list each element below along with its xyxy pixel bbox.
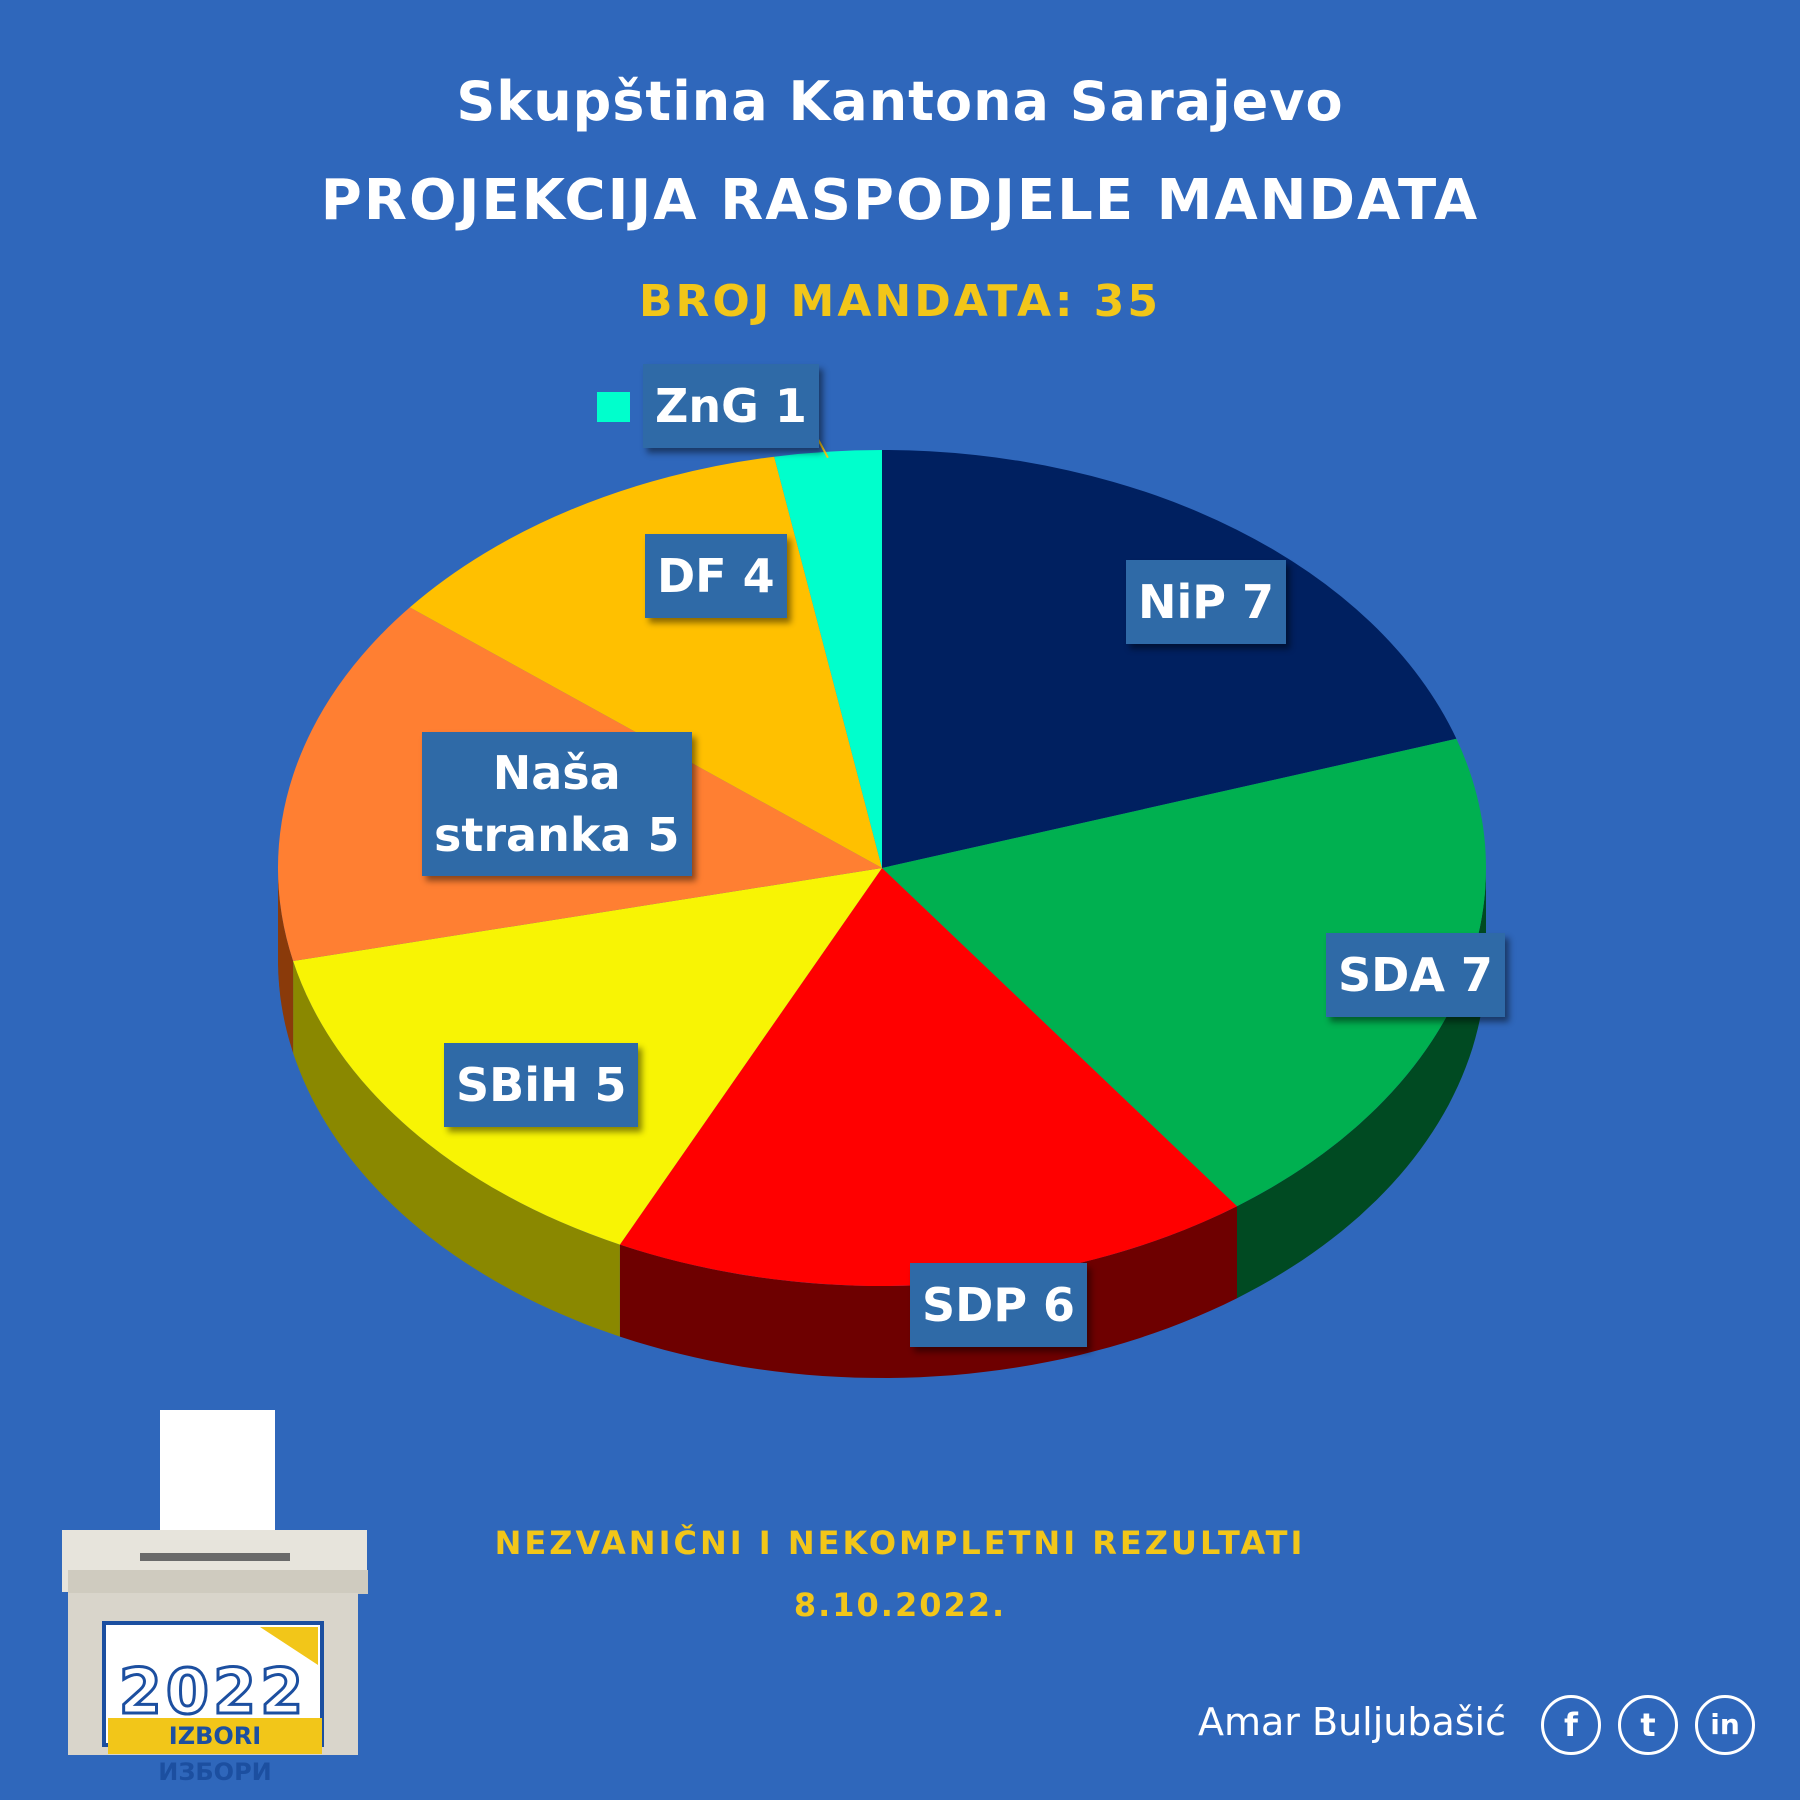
page-title: Skupština Kantona Sarajevo	[456, 70, 1344, 133]
pie-side-sda	[1237, 868, 1486, 1299]
facebook-icon[interactable]: f	[1541, 1695, 1601, 1755]
pie-side-nasa-stranka	[278, 868, 294, 1053]
footer-note: NEZVANIČNI I NEKOMPLETNI REZULTATI	[494, 1524, 1306, 1562]
pie-slice-sda	[882, 738, 1486, 1207]
footer-date: 8.10.2022.	[793, 1586, 1007, 1624]
twitter-icon[interactable]: t	[1618, 1695, 1678, 1755]
linkedin-icon[interactable]: in	[1695, 1695, 1755, 1755]
pie-slice-nip	[882, 450, 1457, 868]
label-nip: NiP 7	[1126, 560, 1287, 645]
label-sda: SDA 7	[1326, 933, 1505, 1018]
ballot-slot	[140, 1553, 290, 1561]
pie-side-sbih	[293, 961, 620, 1337]
logo-year: 2022	[117, 1654, 308, 1730]
label-nasa-line2: stranka 5	[434, 808, 680, 863]
author-name: Amar Buljubašić	[1198, 1700, 1507, 1744]
pie-slice-zng	[774, 450, 882, 868]
page-subtitle: PROJEKCIJA RASPODJELE MANDATA	[320, 168, 1480, 233]
label-sdp: SDP 6	[910, 1263, 1088, 1348]
total-mandates: BROJ MANDATA: 35	[639, 276, 1161, 327]
pie-slice-sdp	[619, 868, 1237, 1287]
legend-swatch-sbih	[397, 1072, 419, 1100]
label-nasa-stranka: Naša stranka 5	[422, 732, 692, 877]
label-df: DF 4	[645, 534, 787, 619]
bih-flag-icon	[260, 1627, 318, 1665]
label-nasa-line1: Naša	[492, 746, 621, 800]
label-sbih: SBiH 5	[444, 1043, 639, 1128]
logo-text: IZBORI ИЗБОРИ	[108, 1718, 322, 1786]
legend-swatch-zng	[597, 392, 630, 422]
label-zng: ZnG 1	[643, 364, 819, 449]
